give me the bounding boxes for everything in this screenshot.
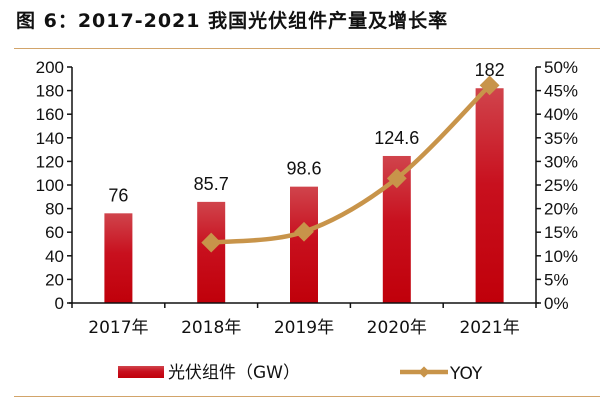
legend-marker — [418, 366, 430, 378]
yoy-line — [208, 83, 492, 245]
legend-label-line: YOY — [449, 364, 483, 384]
left-tick-label: 200 — [36, 58, 64, 77]
left-tick-label: 180 — [36, 82, 64, 101]
right-tick-label: 50% — [544, 58, 578, 77]
right-tick-label: 20% — [544, 200, 578, 219]
bar-2017年 — [104, 213, 133, 303]
bar-2019年 — [290, 186, 318, 303]
bar-2021年 — [475, 88, 504, 304]
right-tick-label: 5% — [544, 270, 569, 289]
legend-swatch-bar — [118, 366, 164, 378]
x-tick-label: 2018年 — [181, 318, 241, 338]
x-tick-label: 2019年 — [274, 318, 334, 338]
x-tick-label: 2017年 — [88, 318, 148, 338]
left-tick-label: 80 — [45, 200, 64, 219]
right-tick-label: 10% — [544, 247, 578, 266]
right-tick-label: 30% — [544, 152, 578, 171]
data-label: 85.7 — [194, 174, 229, 194]
data-label: 98.6 — [286, 159, 321, 179]
data-label: 76 — [108, 185, 128, 205]
yoy-marker — [294, 221, 314, 242]
right-tick-label: 25% — [544, 176, 578, 195]
left-tick-label: 0 — [55, 294, 64, 313]
left-tick-label: 20 — [45, 270, 64, 289]
left-tick-label: 120 — [36, 152, 64, 171]
left-tick-label: 100 — [36, 176, 64, 195]
right-tick-label: 40% — [544, 105, 578, 124]
legend-label-bar: 光伏组件（GW） — [168, 363, 300, 383]
top-divider — [14, 48, 600, 49]
left-tick-label: 40 — [45, 247, 64, 266]
data-label: 124.6 — [374, 128, 419, 148]
right-tick-label: 35% — [544, 129, 578, 148]
right-tick-label: 0% — [544, 294, 569, 313]
data-label: 182 — [475, 60, 505, 80]
right-tick-label: 15% — [544, 223, 578, 242]
yoy-marker — [479, 75, 500, 96]
yoy-marker — [386, 168, 407, 189]
left-tick-label: 140 — [36, 129, 64, 148]
x-tick-label: 2020年 — [367, 318, 427, 338]
chart-title: 图 6：2017-2021 我国光伏组件产量及增长率 — [16, 10, 449, 32]
left-tick-label: 160 — [36, 105, 64, 124]
left-tick-label: 60 — [45, 223, 64, 242]
bottom-divider — [14, 396, 600, 397]
yoy-marker — [201, 232, 222, 253]
right-tick-label: 45% — [544, 82, 578, 101]
x-tick-label: 2021年 — [459, 318, 519, 338]
